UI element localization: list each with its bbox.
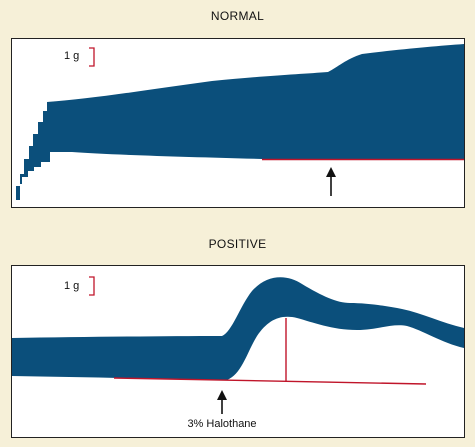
normal-trace-plot: 1 g [16,44,464,200]
positive-scale-bar [89,276,95,296]
halothane-arrow-icon [217,390,227,414]
positive-baseline [113,377,427,385]
normal-contraction-trace [16,44,464,200]
positive-scale-label: 1 g [64,280,79,292]
positive-title: POSITIVE [208,237,267,251]
normal-scale-bar [89,47,95,67]
halothane-label: 3% Halothane [187,418,256,430]
positive-panel: 1 g 3% Halothane [11,265,465,438]
normal-arrow-icon [326,167,336,196]
normal-scale-label: 1 g [64,50,79,62]
normal-panel: 1 g [11,38,465,208]
normal-title: NORMAL [210,9,265,23]
positive-trace-plot: 1 g 3% Halothane [12,276,464,430]
positive-contraction-trace [12,277,464,380]
